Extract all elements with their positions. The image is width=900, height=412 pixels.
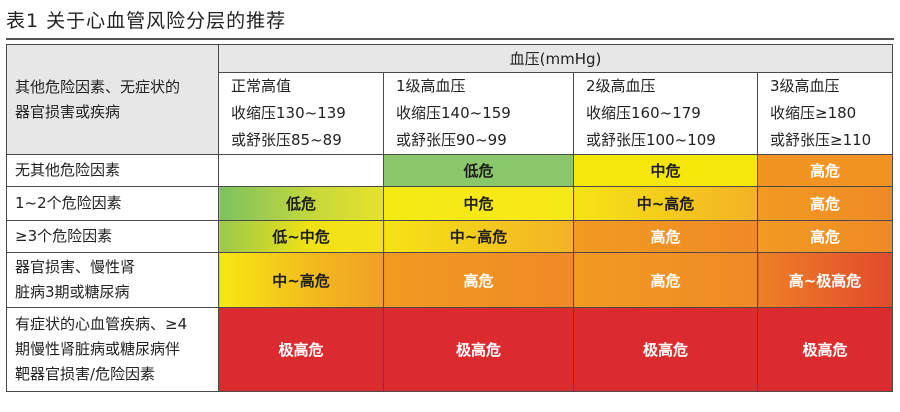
column-header-line: 或舒张压90~99 xyxy=(396,131,507,149)
risk-cell: 极高危 xyxy=(218,307,384,392)
column-header-grade-3: 3级高血压 收缩压≥180 或舒张压≥110 xyxy=(756,72,894,155)
risk-cell: 高危 xyxy=(756,220,894,253)
column-header-line: 或舒张压≥110 xyxy=(770,131,872,149)
blood-pressure-header: 血压(mmHg) xyxy=(217,44,894,73)
table-row: ≥3个危险因素 低~中危 中~高危 高危 高危 xyxy=(6,220,894,253)
risk-cell: 高危 xyxy=(756,186,894,221)
row-label-line: ≥3个危险因素 xyxy=(15,227,113,245)
risk-cell: 高危 xyxy=(383,252,574,308)
column-header-line: 收缩压160~179 xyxy=(586,104,701,122)
risk-cell: 中~高危 xyxy=(573,186,758,221)
risk-cell: 中危 xyxy=(573,154,758,187)
table-row: 无其他危险因素 低危 中危 高危 xyxy=(6,154,894,187)
row-label: 器官损害、慢性肾 脏病3期或糖尿病 xyxy=(6,252,219,308)
risk-cell: 极高危 xyxy=(383,307,574,392)
risk-cell: 极高危 xyxy=(573,307,758,392)
row-label: 1~2个危险因素 xyxy=(6,186,219,221)
row-label-line: 1~2个危险因素 xyxy=(15,194,122,212)
risk-table: 其他危险因素、无症状的 器官损害或疾病 血压(mmHg) 正常高值 收缩压130… xyxy=(6,44,894,392)
row-header-cell: 其他危险因素、无症状的 器官损害或疾病 xyxy=(6,44,219,155)
risk-cell: 极高危 xyxy=(756,307,894,392)
row-header-line: 器官损害或疾病 xyxy=(15,102,121,121)
row-label-line: 无其他危险因素 xyxy=(15,161,121,179)
risk-cell: 高危 xyxy=(573,252,758,308)
row-label: ≥3个危险因素 xyxy=(6,220,219,253)
title-divider xyxy=(6,38,894,40)
column-header-line: 收缩压130~139 xyxy=(231,104,346,122)
column-header-line: 收缩压≥180 xyxy=(770,104,857,122)
risk-cell xyxy=(218,154,384,187)
column-header-line: 1级高血压 xyxy=(396,77,466,95)
column-header-line: 2级高血压 xyxy=(586,77,656,95)
risk-cell: 高~极高危 xyxy=(756,252,894,308)
column-header-grade-2: 2级高血压 收缩压160~179 或舒张压100~109 xyxy=(573,72,758,155)
risk-cell: 中~高危 xyxy=(218,252,384,308)
row-header-line: 其他危险因素、无症状的 xyxy=(15,77,181,96)
row-label-line: 器官损害、慢性肾 xyxy=(15,258,136,276)
risk-cell: 中危 xyxy=(383,186,574,221)
row-label-line: 靶器官损害/危险因素 xyxy=(15,365,156,383)
table-row: 器官损害、慢性肾 脏病3期或糖尿病 中~高危 高危 高危 高~极高危 xyxy=(6,252,894,308)
row-label-line: 有症状的心血管疾病、≥4 xyxy=(15,315,188,333)
column-header-line: 3级高血压 xyxy=(770,77,840,95)
row-label: 有症状的心血管疾病、≥4 期慢性肾脏病或糖尿病伴 靶器官损害/危险因素 xyxy=(6,307,219,392)
risk-cell: 低危 xyxy=(383,154,574,187)
risk-cell: 低~中危 xyxy=(218,220,384,253)
column-header-line: 或舒张压100~109 xyxy=(586,131,716,149)
risk-cell: 高危 xyxy=(573,220,758,253)
column-header-normal-high: 正常高值 收缩压130~139 或舒张压85~89 xyxy=(218,72,384,155)
table-row: 1~2个危险因素 低危 中危 中~高危 高危 xyxy=(6,186,894,221)
row-label-line: 期慢性肾脏病或糖尿病伴 xyxy=(15,340,181,358)
column-header-line: 收缩压140~159 xyxy=(396,104,511,122)
column-header-grade-1: 1级高血压 收缩压140~159 或舒张压90~99 xyxy=(383,72,574,155)
table-row: 有症状的心血管疾病、≥4 期慢性肾脏病或糖尿病伴 靶器官损害/危险因素 极高危 … xyxy=(6,307,894,392)
risk-cell: 中~高危 xyxy=(383,220,574,253)
column-header-line: 或舒张压85~89 xyxy=(231,131,342,149)
row-label: 无其他危险因素 xyxy=(6,154,219,187)
risk-cell: 低危 xyxy=(218,186,384,221)
row-label-line: 脏病3期或糖尿病 xyxy=(15,283,130,301)
risk-cell: 高危 xyxy=(756,154,894,187)
table-title: 表1 关于心血管风险分层的推荐 xyxy=(6,10,287,32)
column-header-line: 正常高值 xyxy=(231,77,292,95)
